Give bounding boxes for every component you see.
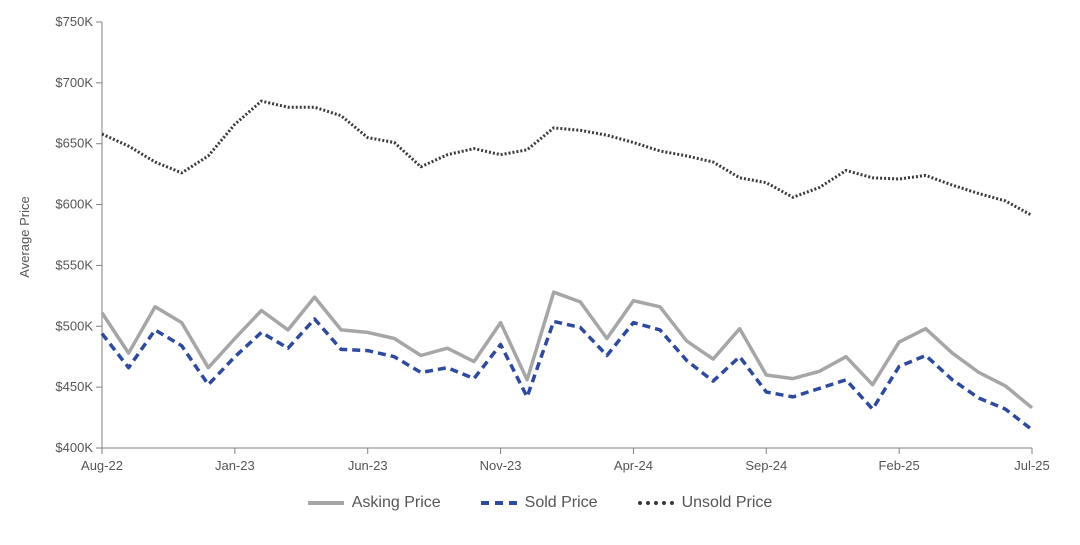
y-tick-label: $750K (55, 14, 93, 29)
legend-item-sold[interactable]: Sold Price (480, 494, 598, 512)
legend-label-unsold: Unsold Price (681, 494, 773, 511)
x-tick-label: Feb-25 (879, 458, 920, 473)
y-axis: $400K $450K $500K $550K $600K $650K $700K $750K (55, 14, 103, 455)
legend-item-asking[interactable]: Asking Price (307, 494, 441, 512)
y-tick-label: $650K (55, 136, 93, 151)
y-tick-label: $550K (55, 257, 93, 272)
y-tick-label: $500K (55, 318, 93, 333)
y-tick-label: $700K (55, 75, 93, 90)
legend-label-sold: Sold Price (524, 494, 598, 511)
legend-swatch-unsold (637, 501, 674, 505)
legend-swatch-sold (480, 501, 517, 505)
series-line-asking-price (100, 290, 1034, 410)
y-tick-label: $400K (55, 440, 93, 455)
x-tick-label: Jul-25 (1014, 458, 1049, 473)
legend: Asking Price Sold Price Unsold Price (0, 494, 1080, 512)
x-tick-label: Apr-24 (614, 458, 653, 473)
y-tick-label: $450K (55, 379, 93, 394)
x-tick-label: Jan-23 (215, 458, 255, 473)
x-tick-label: Nov-23 (480, 458, 522, 473)
series-line-unsold-price (101, 99, 1033, 217)
x-tick-label: Jun-23 (348, 458, 388, 473)
series-line-sold-price (100, 317, 1034, 432)
y-tick-label: $600K (55, 197, 93, 212)
x-tick-label: Sep-24 (745, 458, 787, 473)
legend-item-unsold[interactable]: Unsold Price (637, 494, 773, 512)
y-axis-title: Average Price (17, 196, 32, 277)
x-axis: Aug-22 Jan-23 Jun-23 Nov-23 Apr-24 Sep-24 Feb-… (81, 447, 1050, 473)
legend-label-asking: Asking Price (351, 494, 441, 511)
line-chart: Average Price $400K$450K$500K$550K$600K$… (17, 14, 1050, 473)
x-tick-label: Aug-22 (81, 458, 123, 473)
legend-swatch-asking (307, 501, 344, 505)
series-layer (100, 99, 1034, 432)
